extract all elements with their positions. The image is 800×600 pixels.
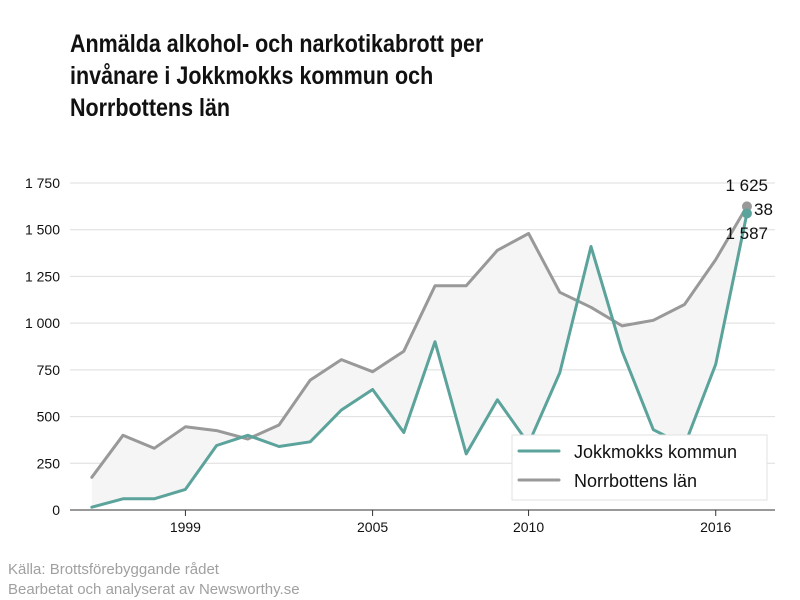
footer: Källa: Brottsförebyggande rådet Bearbeta… [8, 560, 300, 600]
y-tick-label: 0 [52, 502, 60, 518]
series-line-jokkmokk [90, 212, 749, 509]
x-tick-label: 2010 [513, 519, 544, 535]
end-label-norrbotten: 1 625 [725, 176, 768, 195]
x-tick-label: 2016 [700, 519, 731, 535]
legend-label-jokkmokk: Jokkmokks kommun [574, 442, 737, 462]
end-point-norrbotten [741, 201, 752, 212]
y-tick-label: 1 750 [25, 175, 60, 191]
y-tick-label: 500 [37, 409, 61, 425]
end-markers [741, 201, 752, 219]
y-axis: 0 250 500 750 1 000 1 250 1 500 1 750 [25, 175, 60, 518]
y-tick-label: 750 [37, 362, 61, 378]
y-tick-label: 1 250 [25, 268, 60, 284]
y-tick-label: 1 500 [25, 222, 60, 238]
y-tick-label: 250 [37, 455, 61, 471]
series-lines [90, 204, 749, 509]
chart-title: Anmälda alkohol- och narkotikabrott per … [70, 30, 484, 122]
end-label-jokkmokk: 1 587 [725, 224, 768, 243]
legend-box [511, 434, 768, 501]
source-text: Källa: Brottsförebyggande rådet [8, 561, 219, 578]
series-line-norrbotten [90, 204, 749, 479]
y-tick-label: 1 000 [25, 315, 60, 331]
x-tick-label: 2005 [357, 519, 388, 535]
legend: Jokkmokks kommun Norrbottens län [511, 434, 768, 501]
legend-label-norrbotten: Norrbottens län [574, 471, 697, 491]
difference-label: 38 [754, 200, 773, 219]
x-tick-label: 1999 [170, 519, 201, 535]
end-point-jokkmokk [741, 208, 752, 219]
x-axis: 1999 2005 2010 2016 [70, 509, 775, 535]
credit-text: Bearbetat och analyserat av Newsworthy.s… [8, 581, 300, 598]
